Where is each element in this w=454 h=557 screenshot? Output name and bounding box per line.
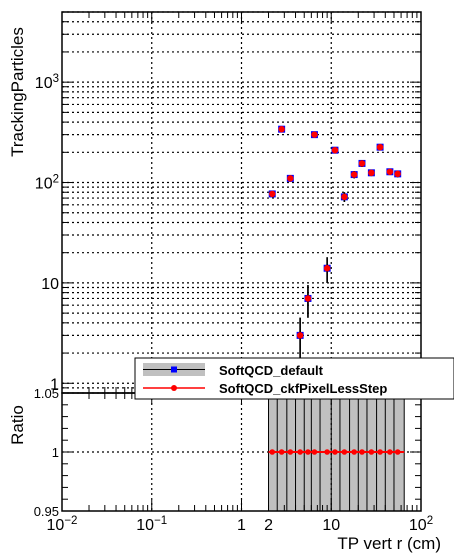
y-tick-label: 103	[35, 73, 59, 92]
ratio-y-tick-label: 1.05	[34, 386, 59, 401]
ratio-point	[377, 449, 383, 455]
x-tick-label: 10	[322, 517, 340, 534]
data-point-ckf	[376, 143, 384, 151]
x-tick-label: 10−1	[136, 515, 167, 534]
ratio-axis-title: Ratio	[8, 405, 27, 445]
ratio-point	[278, 449, 285, 455]
y-axis-title: TrackingParticles	[8, 27, 27, 157]
ratio-point	[341, 449, 348, 455]
data-point-ckf	[331, 146, 339, 154]
data-point-ckf	[323, 265, 331, 272]
legend-marker-ckf	[171, 385, 177, 391]
data-point-ckf	[358, 160, 366, 167]
data-point-ckf	[394, 170, 401, 178]
data-point-ckf	[350, 171, 358, 178]
data-point-ckf	[287, 175, 294, 182]
y-tick-label: 10	[41, 276, 59, 293]
x-tick-label: 102	[409, 515, 433, 534]
legend-label-default: SoftQCD_default	[219, 363, 324, 378]
data-point-ckf	[368, 169, 375, 177]
x-tick-label: 10−2	[47, 515, 78, 534]
data-point-ckf	[341, 193, 348, 201]
ratio-point	[305, 449, 311, 455]
y-tick-label: 1	[50, 376, 59, 393]
ratio-point	[297, 449, 303, 455]
ratio-point	[332, 449, 338, 455]
data-point-ckf	[311, 131, 318, 138]
ratio-point	[351, 449, 357, 455]
ratio-point	[387, 449, 393, 455]
data-point-ckf	[278, 125, 285, 133]
x-tick-label: 1	[237, 517, 246, 534]
x-axis-title: TP vert r (cm)	[337, 534, 441, 553]
ratio-y-tick-label: 0.95	[34, 504, 59, 519]
y-tick-label: 102	[35, 174, 59, 193]
main-plot-area	[62, 11, 421, 394]
ratio-point	[359, 449, 365, 455]
legend-marker-default	[171, 366, 177, 373]
ratio-point	[311, 449, 318, 455]
ratio-point	[324, 449, 330, 455]
ratio-point	[394, 449, 401, 455]
x-tick-label: 2	[264, 517, 273, 534]
data-point-ckf	[304, 295, 312, 302]
data-point-ckf	[296, 332, 304, 339]
ratio-y-tick-label: 1	[52, 445, 59, 460]
ratio-point	[368, 449, 375, 455]
legend: SoftQCD_default SoftQCD_ckfPixelLessStep	[134, 357, 454, 400]
data-point-ckf	[269, 190, 276, 198]
legend-label-ckf: SoftQCD_ckfPixelLessStep	[219, 381, 387, 396]
ratio-point	[287, 449, 294, 455]
data-point-ckf	[386, 168, 394, 175]
ratio-point	[269, 449, 276, 455]
ratio-plot-area	[62, 393, 421, 511]
